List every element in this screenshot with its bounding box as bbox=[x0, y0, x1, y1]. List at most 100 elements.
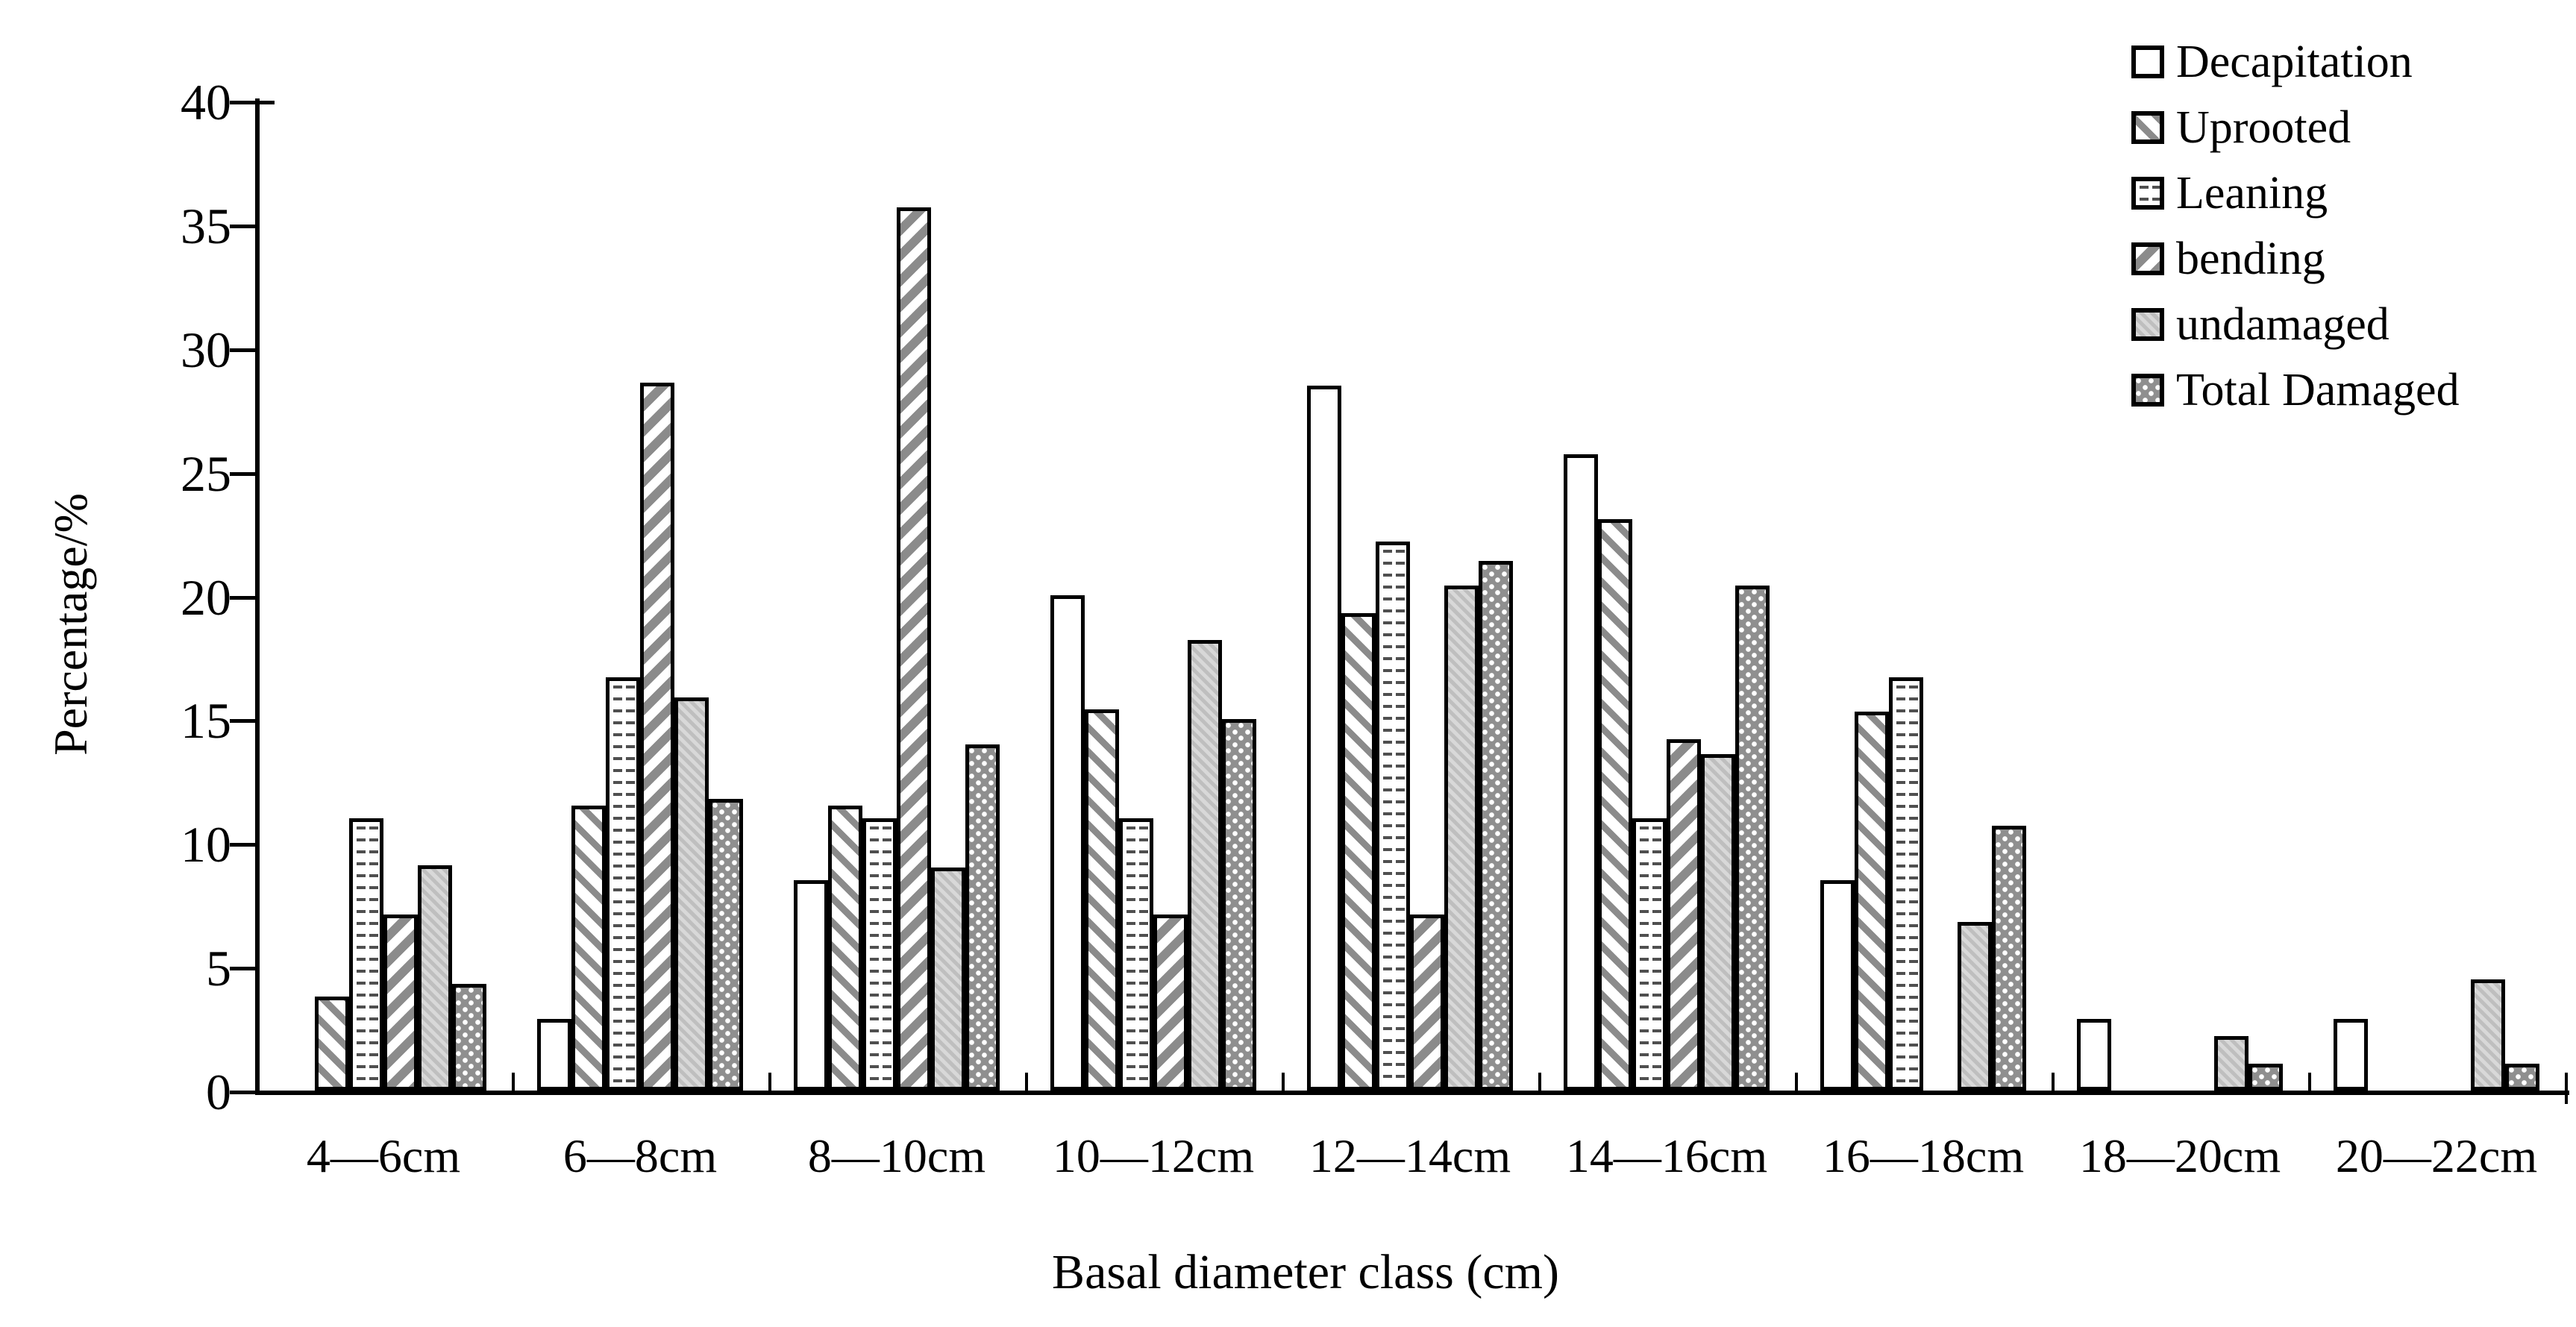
bar bbox=[862, 818, 897, 1091]
bar bbox=[794, 880, 828, 1091]
x-axis-tick bbox=[2308, 1073, 2311, 1091]
x-category-label: 4—6cm bbox=[306, 1129, 461, 1182]
y-axis-tick bbox=[230, 596, 255, 600]
x-axis-tick bbox=[2052, 1073, 2055, 1091]
bar bbox=[1701, 754, 1735, 1091]
legend-swatch-horizontal-dashes bbox=[2131, 177, 2164, 210]
bar bbox=[709, 799, 743, 1091]
y-axis-tick bbox=[230, 1091, 255, 1094]
legend-item: Leaning bbox=[2131, 170, 2460, 216]
bar-group bbox=[537, 98, 743, 1091]
bar bbox=[1958, 922, 1992, 1091]
y-axis-tick bbox=[230, 843, 255, 847]
bar bbox=[315, 997, 349, 1091]
legend-label: undamaged bbox=[2176, 299, 2389, 350]
x-category-label: 6—8cm bbox=[562, 1129, 718, 1182]
legend-label: Decapitation bbox=[2176, 37, 2413, 87]
x-axis-line bbox=[255, 1091, 2569, 1095]
bar bbox=[674, 697, 709, 1091]
bar bbox=[965, 744, 1000, 1091]
x-category-label: 10—12cm bbox=[1052, 1129, 1255, 1182]
bar bbox=[1889, 677, 1923, 1091]
bar bbox=[452, 984, 486, 1091]
x-axis-tick bbox=[1795, 1073, 1798, 1091]
bar-group bbox=[1307, 98, 1513, 1091]
bar bbox=[1410, 915, 1444, 1091]
x-category-label: 18—20cm bbox=[2078, 1129, 2281, 1182]
y-tick-label: 5 bbox=[206, 940, 231, 997]
bar bbox=[828, 806, 862, 1091]
legend-item: Total Damaged bbox=[2131, 367, 2460, 413]
bar bbox=[1341, 613, 1376, 1091]
bar bbox=[1667, 739, 1701, 1091]
bar bbox=[2077, 1019, 2111, 1091]
bar bbox=[349, 818, 383, 1091]
bar-group bbox=[1820, 98, 2026, 1091]
y-tick-label: 40 bbox=[181, 74, 231, 131]
legend-swatch-white-empty bbox=[2131, 46, 2164, 78]
y-axis-tick bbox=[230, 719, 255, 723]
bar-group bbox=[1050, 98, 1256, 1091]
legend-swatch-wide-diagonal-stripes bbox=[2131, 242, 2164, 275]
x-category-label: 16—18cm bbox=[1822, 1129, 2025, 1182]
bar bbox=[1735, 586, 1770, 1091]
bar bbox=[418, 865, 452, 1091]
legend-item: bending bbox=[2131, 236, 2460, 282]
x-axis-tick bbox=[1538, 1073, 1541, 1091]
legend-label: Leaning bbox=[2176, 168, 2328, 219]
y-tick-label: 10 bbox=[181, 816, 231, 873]
bar-group bbox=[2334, 98, 2539, 1091]
y-tick-label: 15 bbox=[181, 692, 231, 749]
y-axis-tick bbox=[230, 348, 255, 352]
bar bbox=[1376, 542, 1410, 1091]
x-axis-title: Basal diameter class (cm) bbox=[1052, 1245, 1559, 1299]
legend: Decapitation Uprooted Leaning bending undama… bbox=[2131, 39, 2460, 413]
legend-swatch-thin-diagonal-stripes bbox=[2131, 111, 2164, 144]
x-axis-tick bbox=[512, 1073, 515, 1091]
x-axis-tick bbox=[1025, 1073, 1028, 1091]
x-axis-tick bbox=[768, 1073, 771, 1091]
y-axis-tick bbox=[230, 967, 255, 970]
y-tick-label: 30 bbox=[181, 321, 231, 378]
bar bbox=[571, 806, 606, 1091]
bar bbox=[1085, 709, 1119, 1091]
bar-group bbox=[794, 98, 1000, 1091]
bar bbox=[2505, 1064, 2539, 1091]
x-category-label: 14—16cm bbox=[1565, 1129, 1768, 1182]
bar bbox=[1050, 595, 1085, 1091]
bar bbox=[2471, 979, 2505, 1091]
y-tick-label: 20 bbox=[181, 569, 231, 626]
bar bbox=[1222, 719, 1256, 1091]
bar bbox=[1188, 640, 1222, 1091]
x-category-label: 20—22cm bbox=[2335, 1129, 2538, 1182]
bar bbox=[1479, 561, 1513, 1091]
bar bbox=[1119, 818, 1153, 1091]
x-category-label: 8—10cm bbox=[807, 1129, 986, 1182]
legend-swatch-solid-light-gray bbox=[2131, 308, 2164, 341]
y-tick-label: 25 bbox=[181, 445, 231, 502]
legend-swatch-gray-white-dots bbox=[2131, 374, 2164, 407]
bar bbox=[606, 677, 640, 1091]
x-axis-tick bbox=[1282, 1073, 1285, 1091]
bar bbox=[2214, 1036, 2248, 1091]
bar bbox=[1444, 586, 1479, 1091]
bar bbox=[537, 1019, 571, 1091]
bar bbox=[1632, 818, 1667, 1091]
y-axis-tick bbox=[230, 225, 255, 228]
bar bbox=[931, 868, 965, 1091]
x-category-label: 12—14cm bbox=[1309, 1129, 1511, 1182]
legend-item: Decapitation bbox=[2131, 39, 2460, 85]
legend-label: bending bbox=[2176, 233, 2325, 284]
bar bbox=[1855, 712, 1889, 1091]
bar bbox=[1820, 880, 1855, 1091]
bar bbox=[640, 383, 674, 1091]
bar bbox=[383, 915, 418, 1091]
y-axis-line bbox=[255, 98, 260, 1095]
bar-group bbox=[2077, 98, 2283, 1091]
bar bbox=[1307, 386, 1341, 1091]
bar bbox=[1564, 454, 1598, 1091]
bar bbox=[2334, 1019, 2368, 1091]
bar bbox=[1598, 519, 1632, 1091]
legend-item: undamaged bbox=[2131, 301, 2460, 348]
bar bbox=[2248, 1064, 2283, 1091]
